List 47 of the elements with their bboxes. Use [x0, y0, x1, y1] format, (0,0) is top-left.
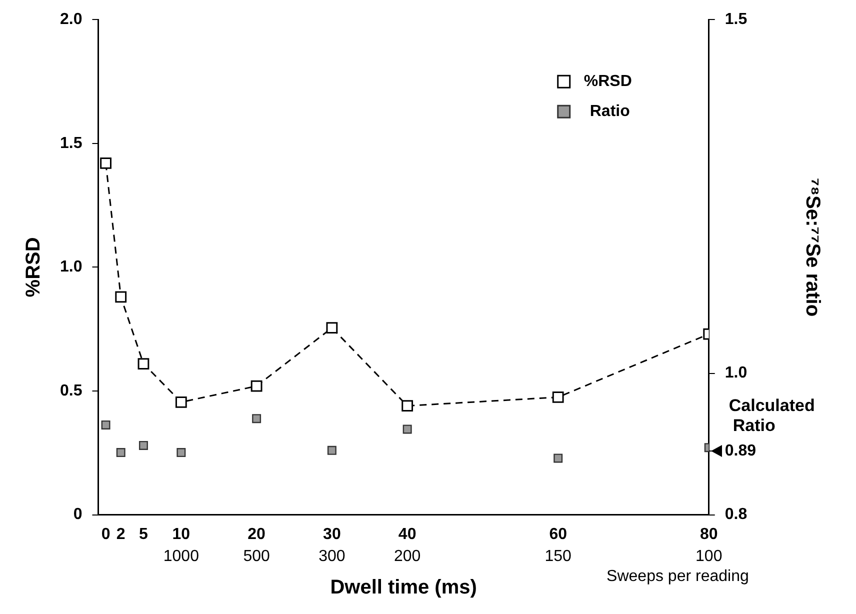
point — [327, 446, 336, 455]
x-axis-title: Dwell time (ms) — [330, 576, 477, 599]
x-tick-label: 40 — [398, 526, 416, 543]
point — [138, 358, 150, 370]
x-tick-label: 80 — [700, 526, 718, 543]
x-tick-label: 0 — [101, 526, 110, 543]
y-tick-label: 0 — [73, 506, 82, 524]
text: 1000 — [163, 548, 200, 566]
x-tick-label: 5 — [139, 526, 148, 543]
point — [252, 414, 262, 424]
x-tick-label: 2 — [116, 526, 126, 543]
point — [138, 440, 148, 450]
x-tick-label: 20 — [248, 526, 266, 543]
y2-tick-label: 0.8 — [724, 506, 748, 524]
point — [250, 380, 262, 392]
text: 150 — [544, 548, 572, 566]
text: Calculated Ratio — [728, 396, 815, 436]
text: 300 — [318, 548, 346, 566]
text: 200 — [394, 548, 421, 566]
point — [175, 396, 187, 408]
point — [554, 454, 563, 463]
point — [101, 420, 110, 430]
y-tick-label: 1.0 — [60, 258, 82, 276]
point — [116, 448, 126, 458]
point — [552, 391, 564, 403]
y2-tick-label: 1.0 — [724, 364, 748, 382]
y2-axis-title: ⁷⁸Se:⁷⁷Se ratio — [801, 178, 824, 317]
point — [115, 291, 127, 303]
point — [176, 448, 186, 458]
y-axis-title: %RSD — [22, 237, 45, 298]
point — [326, 322, 338, 334]
y-tick-label: 2.0 — [60, 11, 82, 28]
text: 500 — [243, 548, 270, 566]
x-tick-label: 30 — [323, 526, 341, 543]
legend-label: %RSD — [584, 73, 632, 90]
x-tick-label: 60 — [549, 526, 568, 543]
text: Sweeps per reading — [606, 568, 749, 586]
y2-tick-label: 0.89 — [724, 442, 756, 460]
y-tick-label: 1.5 — [60, 134, 82, 152]
point — [100, 158, 112, 169]
legend-label: Ratio — [590, 103, 630, 120]
point — [402, 424, 412, 434]
text: 100 — [696, 548, 722, 566]
y2-tick-label: 1.5 — [724, 11, 748, 28]
point — [402, 400, 414, 412]
x-tick-label: 10 — [172, 526, 190, 543]
y-tick-label: 0.5 — [60, 382, 82, 400]
